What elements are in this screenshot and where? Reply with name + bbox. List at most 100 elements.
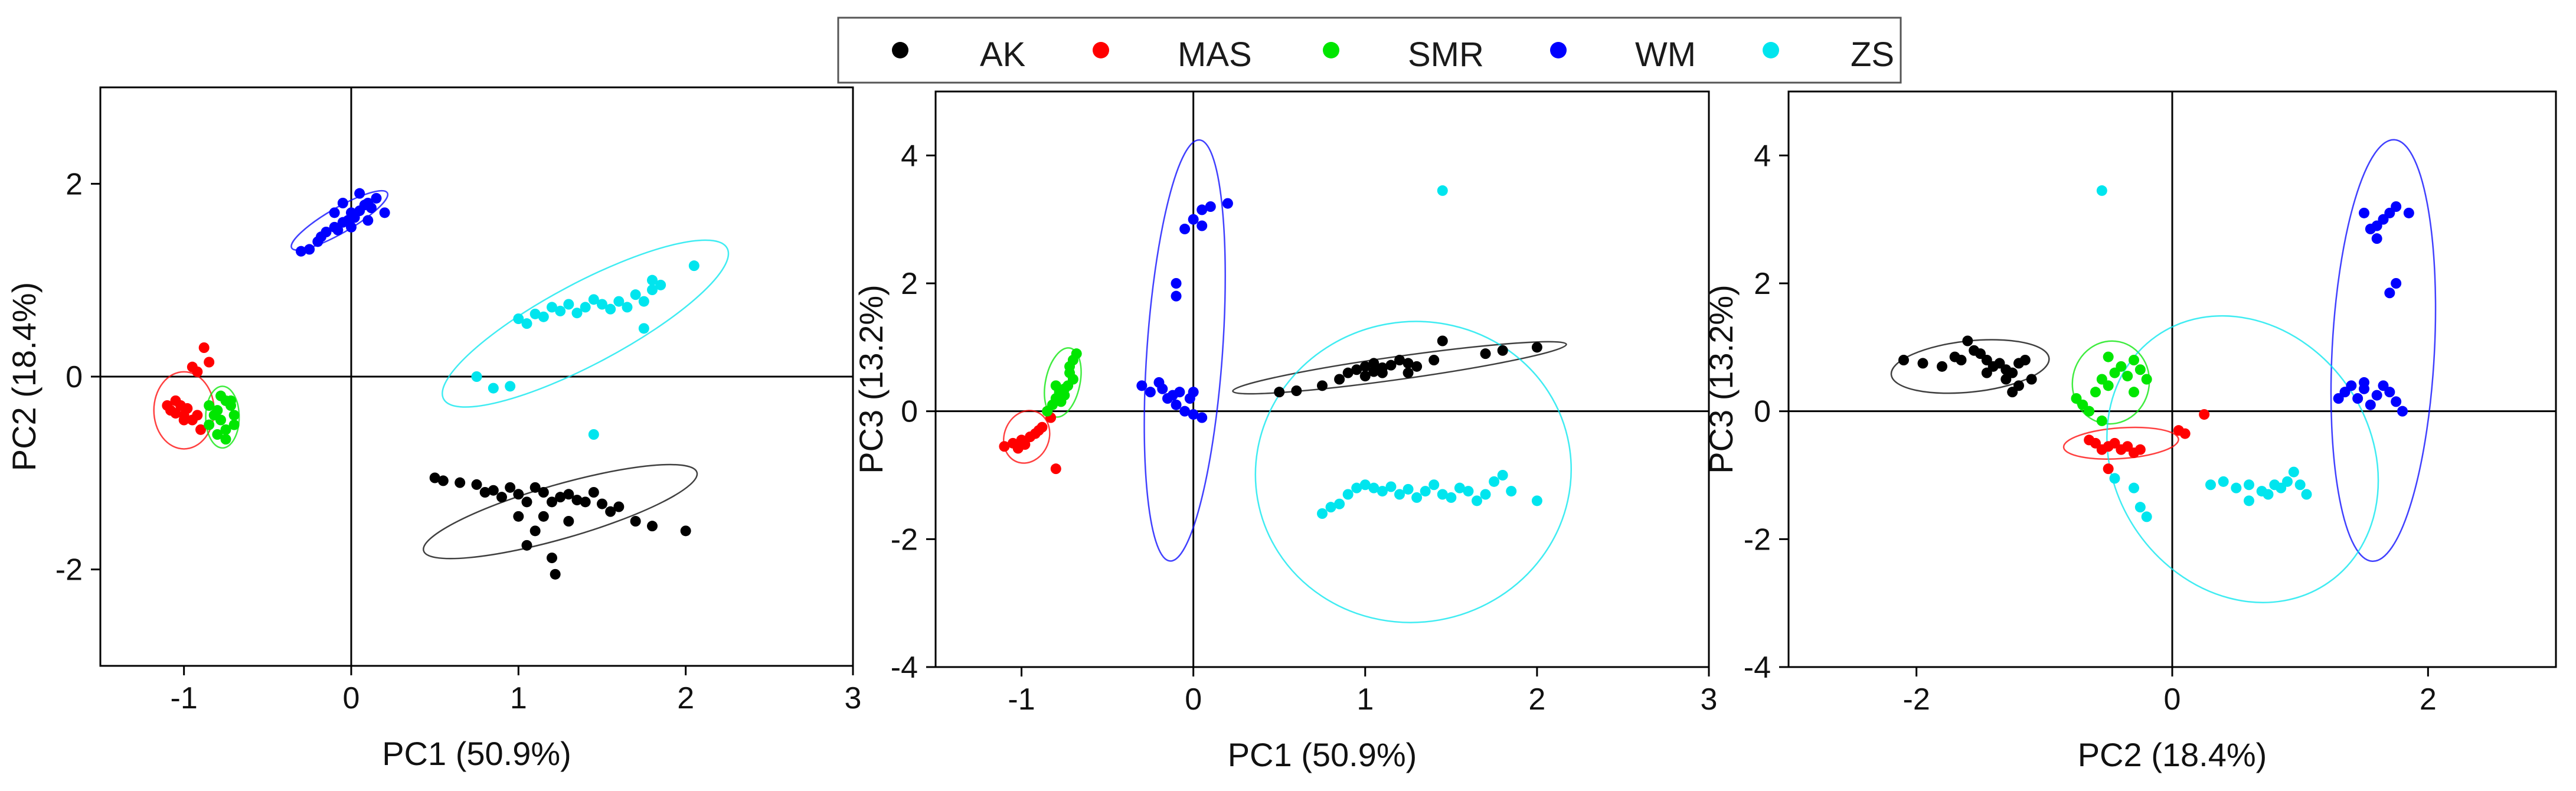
series-smr <box>204 390 240 445</box>
point-zs <box>1531 495 1542 506</box>
point-smr <box>1064 361 1075 372</box>
point-zs <box>1411 492 1423 503</box>
ellipse-mas <box>1003 410 1051 464</box>
point-ak <box>488 485 499 496</box>
point-ak <box>2007 387 2018 398</box>
point-ak <box>1394 355 1405 365</box>
point-ak <box>1531 342 1542 353</box>
point-zs <box>2134 502 2146 513</box>
point-zs <box>2263 489 2274 500</box>
point-zs <box>597 299 607 310</box>
point-mas <box>1019 439 1031 450</box>
point-ak <box>455 477 466 488</box>
point-zs <box>1463 486 1474 497</box>
point-wm <box>2371 233 2382 244</box>
point-mas <box>2103 463 2114 475</box>
point-zs <box>2288 466 2299 478</box>
point-smr <box>215 414 226 426</box>
point-zs <box>2231 482 2242 493</box>
point-wm <box>332 224 344 236</box>
point-wm <box>1188 214 1199 225</box>
point-zs <box>2141 511 2152 522</box>
point-zs <box>580 302 591 313</box>
x-tick-label: 0 <box>343 681 360 715</box>
x-tick-label: 3 <box>845 681 862 715</box>
legend-label-zs: ZS <box>1851 35 1894 74</box>
point-ak <box>1403 358 1414 369</box>
point-wm <box>1188 409 1199 420</box>
point-zs <box>563 299 574 310</box>
point-zs <box>688 260 699 272</box>
point-smr <box>2141 374 2152 385</box>
point-zs <box>2205 479 2216 491</box>
x-axis-label: PC2 (18.4%) <box>2078 736 2267 773</box>
point-wm <box>2365 399 2376 410</box>
point-zs <box>513 313 524 324</box>
point-ak <box>2000 374 2012 385</box>
point-wm <box>1136 380 1148 391</box>
legend-label-smr: SMR <box>1408 35 1484 74</box>
point-mas <box>2179 428 2191 439</box>
plot-frame <box>934 90 1710 668</box>
series-ak <box>1898 335 2037 398</box>
point-zs <box>1342 489 1354 500</box>
point-ak <box>1351 364 1362 375</box>
point-ak <box>613 501 625 512</box>
point-mas <box>204 357 215 368</box>
point-wm <box>2391 396 2402 407</box>
point-ak <box>1334 374 1345 385</box>
legend-item-mas: MAS <box>1093 35 1252 74</box>
point-zs <box>605 303 616 315</box>
legend-item-wm: WM <box>1550 35 1696 74</box>
point-wm <box>346 221 357 233</box>
x-axis-label: PC1 (50.9%) <box>382 735 571 772</box>
charts: -1 0 1 2 3 -2 0 2 PC1 (50.9%) PC2 (18.4%) -1 0 1 2 3 -4… <box>5 86 2557 773</box>
y-axis-label: PC2 (18.4%) <box>5 282 43 472</box>
point-wm <box>1145 387 1156 398</box>
point-zs <box>1359 479 1371 491</box>
point-wm <box>1179 223 1191 234</box>
point-zs <box>2282 476 2293 487</box>
ellipse-wm <box>2330 139 2437 563</box>
point-zs <box>1325 502 1336 513</box>
legend-marker-ak <box>892 42 908 58</box>
point-wm <box>2403 207 2414 218</box>
point-zs <box>2218 476 2229 487</box>
series-ak <box>429 472 691 580</box>
point-ak <box>538 511 549 522</box>
ellipse-zs <box>442 239 730 408</box>
point-zs <box>1489 476 1500 487</box>
point-ak <box>496 492 507 503</box>
y-tick-label: 0 <box>66 360 83 394</box>
point-mas <box>195 424 206 435</box>
point-ak <box>471 479 482 490</box>
x-tick-label: 3 <box>1701 682 1718 717</box>
ellipse-smr <box>205 385 240 449</box>
chart-panel-2: -1 0 1 2 3 -4 -2 0 2 4 PC1 (50.9%) PC3 (13.2%) <box>852 90 1718 773</box>
point-zs <box>1446 492 1457 503</box>
point-ak <box>1480 348 1491 359</box>
series-wm <box>296 188 390 257</box>
point-ak <box>521 496 532 508</box>
point-ak <box>1956 355 1967 365</box>
y-tick-label: 2 <box>66 167 83 201</box>
point-ak <box>597 498 607 509</box>
point-zs <box>547 302 557 313</box>
point-zs <box>1403 483 1414 495</box>
point-ak <box>647 521 658 532</box>
x-tick-label: 1 <box>510 681 527 715</box>
y-tick-label: 0 <box>1754 395 1771 429</box>
legend-label-wm: WM <box>1635 35 1696 74</box>
point-zs <box>1394 489 1405 500</box>
point-wm <box>329 207 340 218</box>
legend-item-ak: AK <box>892 35 1026 74</box>
point-zs <box>1368 482 1379 493</box>
point-zs <box>588 294 599 305</box>
legend: AK MAS SMR WM ZS <box>837 17 1902 84</box>
ellipse-zs <box>1254 321 1572 623</box>
legend-marker-smr <box>1323 42 1339 58</box>
point-mas <box>2134 444 2146 455</box>
point-wm <box>1222 198 1233 209</box>
point-wm <box>296 246 306 257</box>
